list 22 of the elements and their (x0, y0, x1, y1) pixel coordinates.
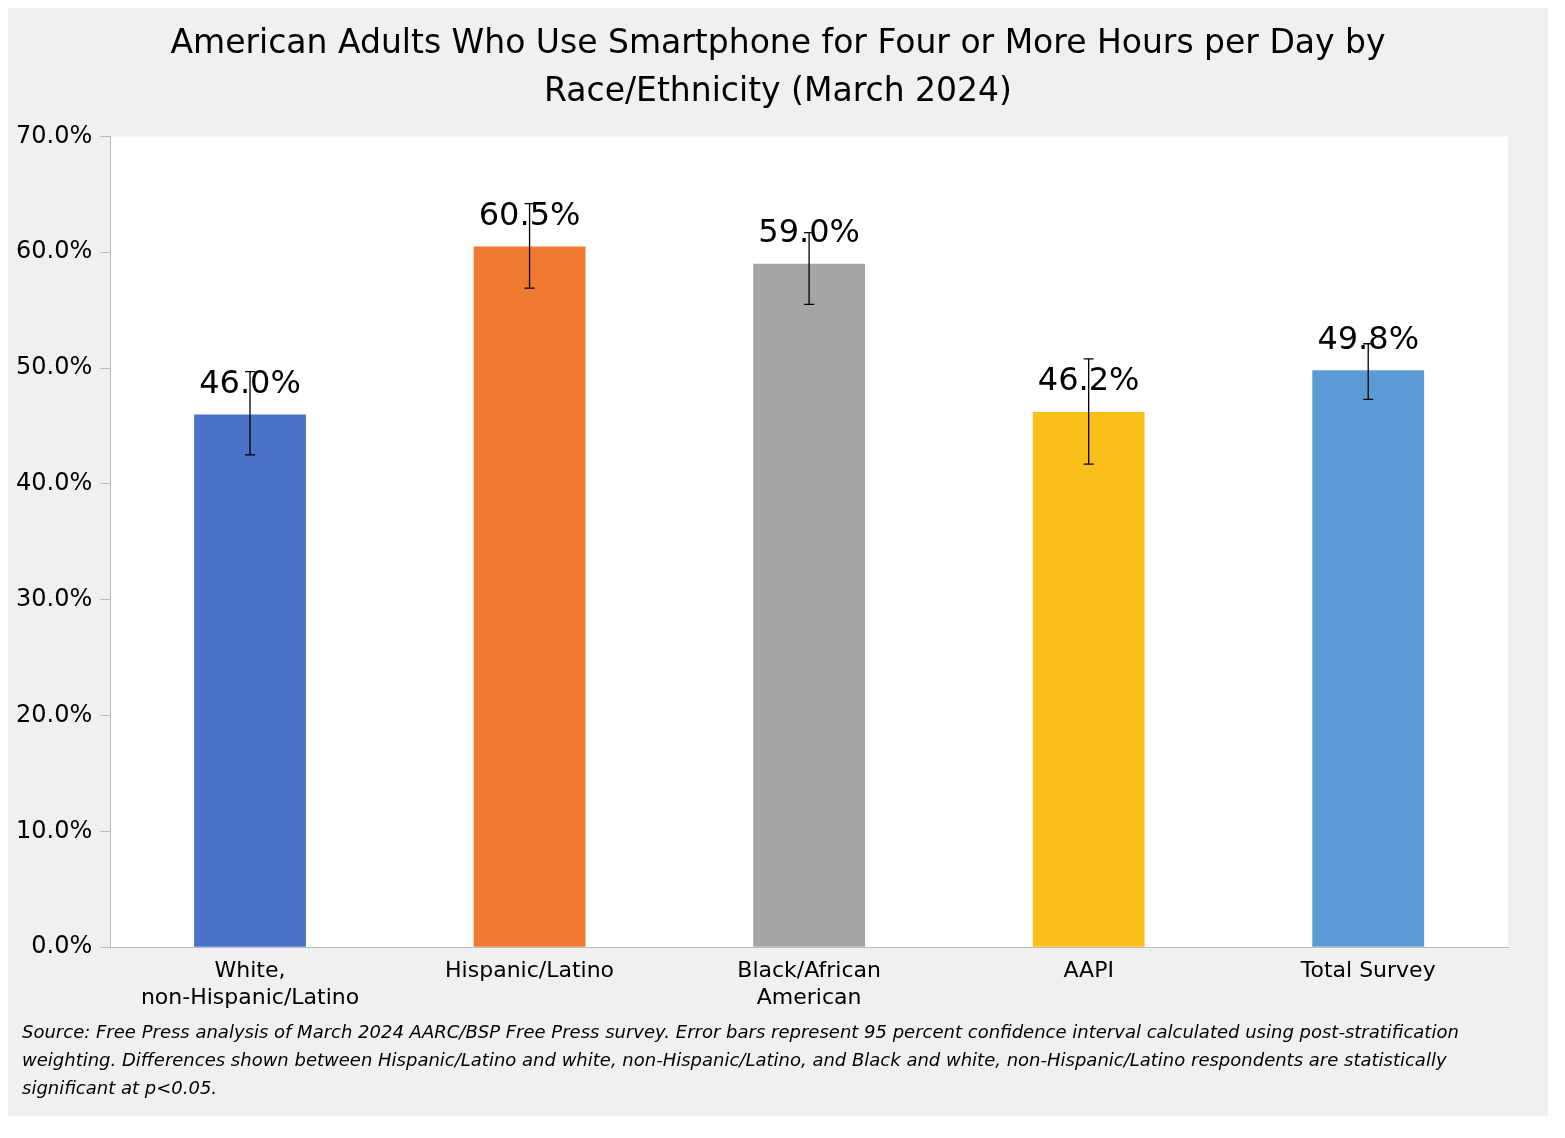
bar (1312, 370, 1425, 947)
data-label: 59.0% (758, 212, 860, 251)
x-tick-label: Hispanic/Latino (445, 957, 615, 983)
x-tick-label: White, non-Hispanic/Latino (140, 957, 360, 1009)
y-tick-label: 0.0% (31, 931, 93, 960)
y-tick-label: 40.0% (15, 468, 93, 497)
bar (1032, 412, 1145, 947)
y-tick-label: 50.0% (15, 352, 93, 381)
y-tick-label: 60.0% (15, 236, 93, 265)
source-note: Source: Free Press analysis of March 2024 AARC/BSP Free Press survey. Error bars represent 95 percent confidence interval calculated using post-stratification weighting. Differences shown between Hispanic/Latino and white, non-Hispanic/Latino, and Black and white, non-Hispanic/Latino respondents are statistically significant at p<0.05. (21, 1020, 1460, 1100)
chart-title: American Adults Who Use Smartphone for Four or More Hours per Day by Race/Ethnicity (March 2024) (169, 21, 1387, 111)
y-tick-label: 30.0% (15, 583, 93, 612)
y-tick-label: 20.0% (15, 699, 93, 728)
x-tick-label: AAPI (1063, 957, 1114, 983)
y-tick-label: 70.0% (15, 120, 93, 149)
x-tick-label: Total Survey (1299, 957, 1436, 983)
bar (753, 263, 866, 947)
x-tick-label: Black/African American (737, 957, 881, 1009)
y-tick-label: 10.0% (15, 815, 93, 844)
bar (194, 414, 306, 947)
bar (473, 246, 586, 947)
data-label: 49.8% (1317, 318, 1420, 357)
